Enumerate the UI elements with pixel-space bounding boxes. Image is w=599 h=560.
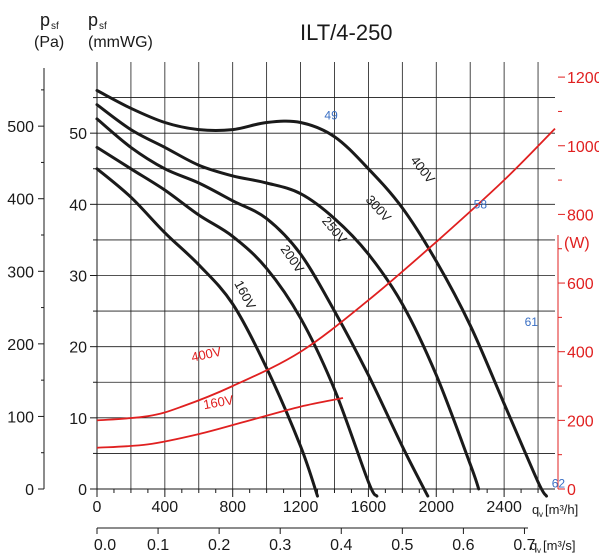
x-tick-label: 800 xyxy=(219,499,246,516)
x-tick-label: 0 xyxy=(93,499,102,516)
x2-tick-label: 0.0 xyxy=(94,537,116,554)
mmwg-tick-label: 50 xyxy=(69,126,87,143)
pa-axis-label-sub: sf xyxy=(51,21,59,32)
efficiency-annotation-62: 62 xyxy=(552,476,566,490)
w-tick-label: 800 xyxy=(567,207,594,224)
x2-axis-label-sub: v xyxy=(537,546,541,555)
mmwg-tick-label: 20 xyxy=(69,340,87,357)
mmwg-tick-label: 10 xyxy=(69,411,87,428)
x2-tick-label: 0.3 xyxy=(269,537,291,554)
x-tick-label: 1200 xyxy=(283,499,319,516)
chart-grid xyxy=(96,62,555,490)
mmwg-axis-label: p xyxy=(88,10,98,30)
w-axis-unit: (W) xyxy=(564,235,590,252)
x2-axis-unit: [m³/s] xyxy=(543,538,576,553)
x2-tick-label: 0.4 xyxy=(330,537,352,554)
x2-tick-label: 0.1 xyxy=(147,537,169,554)
x2-tick-label: 0.7 xyxy=(513,537,535,554)
power-curve-label-400V: 400V xyxy=(190,344,223,365)
power-curve-160V xyxy=(96,397,344,449)
chart-axes: 0100200300400500010203040500200400600800… xyxy=(7,10,599,555)
pa-tick-label: 500 xyxy=(7,119,34,136)
chart-annotations: 49 58 61 62 xyxy=(324,108,565,490)
pressure-curve-label-300V: 300V xyxy=(363,192,395,225)
pressure-curve-400V xyxy=(95,89,548,498)
x2-axis-label: q xyxy=(530,538,537,553)
pa-tick-label: 300 xyxy=(7,264,34,281)
pressure-curve-label-400V: 400V xyxy=(408,153,439,186)
w-tick-label: 400 xyxy=(567,345,594,362)
w-tick-label: 1000 xyxy=(567,139,599,156)
pressure-curve-250V xyxy=(95,117,430,498)
pressure-curve-label-250V: 250V xyxy=(319,213,350,246)
chart-curves xyxy=(95,89,556,498)
x-axis-label-sub: v xyxy=(539,510,543,519)
efficiency-annotation-61: 61 xyxy=(525,315,539,329)
pressure-curve-200V xyxy=(95,145,379,498)
w-tick-label: 600 xyxy=(567,276,594,293)
x-tick-label: 400 xyxy=(152,499,179,516)
x2-tick-label: 0.2 xyxy=(208,537,230,554)
pa-axis-unit: (Pa) xyxy=(34,34,64,51)
x-tick-label: 2000 xyxy=(418,499,454,516)
x2-tick-label: 0.5 xyxy=(391,537,413,554)
mmwg-axis-unit: (mmWG) xyxy=(88,34,153,51)
pa-tick-label: 400 xyxy=(7,192,34,209)
power-curve-label-160V: 160V xyxy=(202,392,235,412)
mmwg-axis-label-sub: sf xyxy=(99,21,107,32)
w-tick-label: 0 xyxy=(567,482,576,499)
x-axis-label: q xyxy=(532,502,539,517)
pa-tick-label: 200 xyxy=(7,337,34,354)
w-tick-label: 200 xyxy=(567,413,594,430)
efficiency-annotation-58: 58 xyxy=(474,197,488,211)
pressure-curve-300V xyxy=(95,103,481,491)
x-axis-unit: [m³/h] xyxy=(545,502,578,517)
mmwg-tick-label: 0 xyxy=(78,482,87,499)
pa-axis-label: p xyxy=(40,10,50,30)
mmwg-tick-label: 40 xyxy=(69,197,87,214)
power-curve-400V xyxy=(96,127,556,422)
x-tick-label: 2400 xyxy=(486,499,522,516)
pa-tick-label: 100 xyxy=(7,409,34,426)
x2-tick-label: 0.6 xyxy=(452,537,474,554)
x-tick-label: 1600 xyxy=(351,499,387,516)
efficiency-annotation-49: 49 xyxy=(324,108,338,122)
w-tick-label: 1200 xyxy=(567,70,599,87)
pressure-curve-160V xyxy=(95,167,319,498)
mmwg-tick-label: 30 xyxy=(69,269,87,286)
chart-title: ILT/4-250 xyxy=(300,20,393,45)
pa-tick-label: 0 xyxy=(25,482,34,499)
